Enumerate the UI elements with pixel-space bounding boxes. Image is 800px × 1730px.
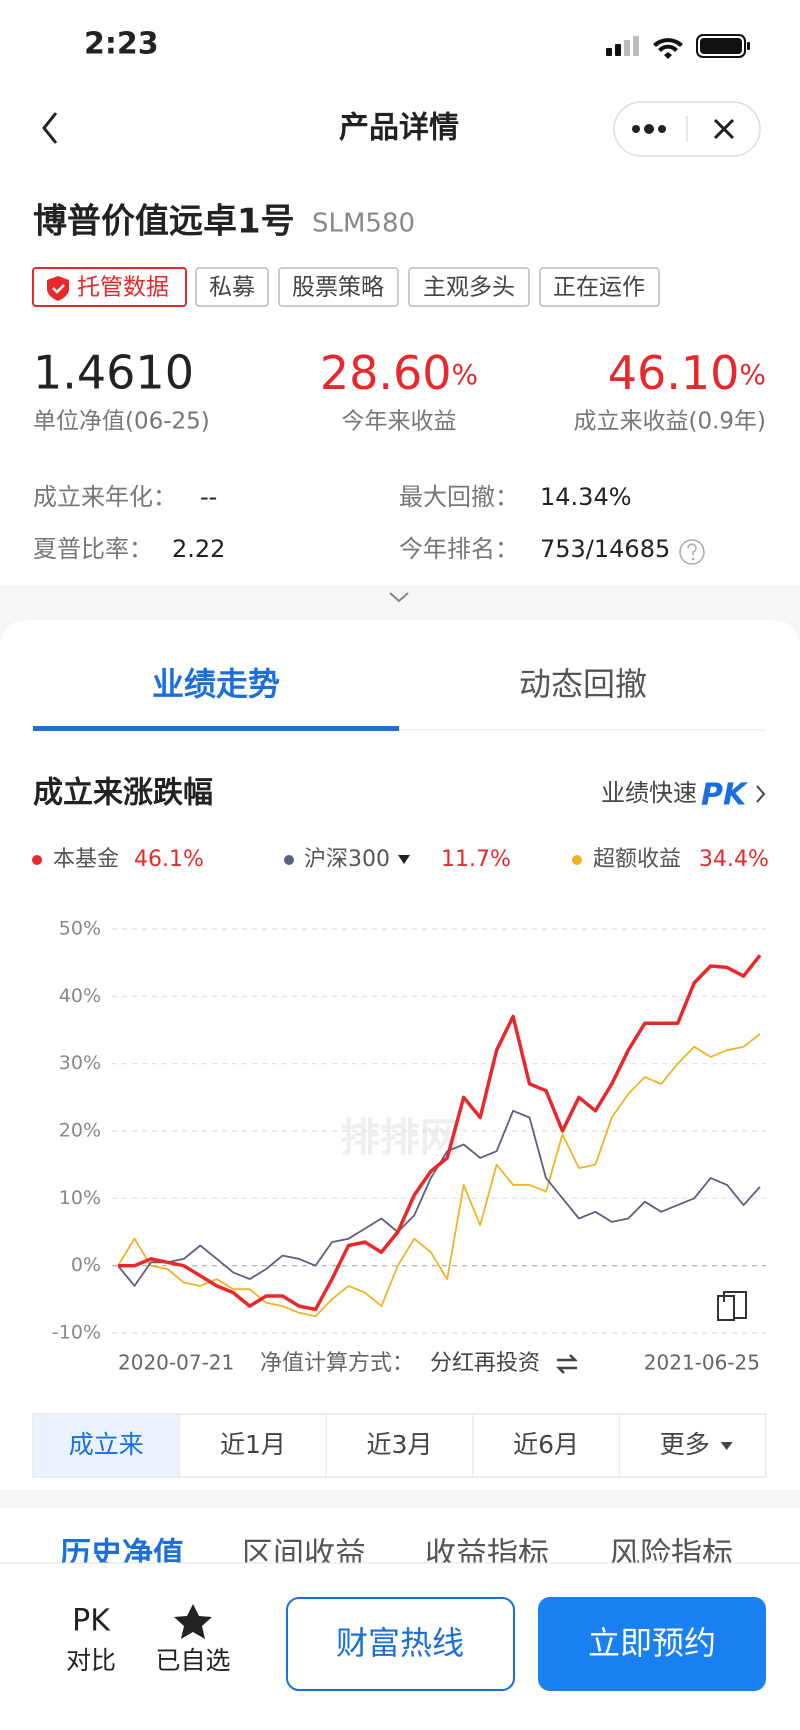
reserve-button[interactable]: [538, 1597, 766, 1691]
stat-value: 753/14685: [540, 535, 670, 563]
metric-value: 46.10: [608, 346, 740, 400]
series-line: [118, 954, 762, 1312]
legend-name: 沪深300: [304, 847, 390, 872]
status-icons: [606, 34, 750, 59]
tag-box: [539, 267, 660, 307]
pk-link[interactable]: 业绩快速: [601, 779, 697, 807]
tag: 私募: [209, 275, 255, 301]
metric-group: 28.60%: [320, 346, 478, 400]
legend-dot: [284, 855, 294, 865]
period-tab[interactable]: 近1月: [220, 1430, 286, 1459]
y-tick-label: 20%: [59, 1120, 101, 1142]
star-icon[interactable]: [174, 1604, 212, 1639]
legend-name: 超额收益: [593, 847, 681, 872]
period-tab[interactable]: 近6月: [513, 1430, 579, 1459]
tag-box: [278, 267, 399, 307]
tag: 股票策略: [292, 275, 384, 301]
stat-label: 今年排名：: [399, 535, 519, 563]
status-time: 2:23: [84, 27, 159, 62]
y-tick-label: 30%: [59, 1052, 101, 1074]
compare-label[interactable]: 对比: [66, 1646, 116, 1675]
watch-label[interactable]: 已自选: [155, 1646, 230, 1675]
tag: 托管数据: [77, 275, 169, 301]
tag-box: [195, 267, 269, 307]
copy-icon[interactable]: [717, 1291, 747, 1321]
stat-value: 2.22: [172, 535, 225, 563]
pk-chevron[interactable]: [756, 785, 766, 803]
hotline-label[interactable]: 财富热线: [336, 1624, 464, 1662]
legend-value: 11.7%: [441, 847, 511, 872]
tab[interactable]: 动态回撤: [519, 665, 647, 703]
swap-icon[interactable]: [555, 1354, 579, 1374]
fund-code: SLM580: [312, 209, 415, 239]
tag: 主观多头: [423, 275, 515, 301]
series-line: [117, 1033, 761, 1318]
method-value[interactable]: 分红再投资: [430, 1351, 540, 1376]
nav-title: 产品详情: [339, 111, 459, 146]
pk-badge[interactable]: PK: [701, 778, 749, 813]
legend-dot: [32, 855, 42, 865]
watermark: 排排网: [340, 1115, 460, 1161]
y-tick-label: 50%: [59, 918, 101, 940]
stat-label: 最大回撤：: [399, 483, 519, 511]
period-tab[interactable]: 成立来: [69, 1430, 144, 1459]
card: [0, 620, 800, 1650]
shield-icon: [47, 276, 69, 301]
metric-group: 46.10%: [608, 346, 766, 400]
tab-active[interactable]: 业绩走势: [152, 665, 280, 703]
hotline-button[interactable]: [286, 1597, 515, 1691]
fund-name: 博普价值远卓1号: [33, 202, 295, 242]
reserve-label[interactable]: 立即预约: [588, 1624, 716, 1662]
stat-value: --: [200, 483, 217, 511]
legend-dropdown[interactable]: [398, 855, 410, 864]
period-tab[interactable]: 更多: [660, 1430, 710, 1459]
shield-check: [52, 284, 65, 294]
legend-dot: [572, 855, 582, 865]
metric-unit: %: [739, 358, 766, 391]
y-tick-label: 0%: [71, 1254, 101, 1276]
stat-label: 成立来年化：: [33, 483, 177, 511]
stat-value: 14.34%: [540, 483, 632, 511]
expand-chevron[interactable]: [389, 592, 409, 603]
page-bg: [0, 1490, 800, 1508]
compare-icon[interactable]: PK: [72, 1604, 111, 1639]
x-tick-label: 2021-06-25: [644, 1351, 760, 1375]
metric-label: 成立来收益(0.9年): [573, 409, 766, 435]
more-button[interactable]: [632, 124, 666, 134]
metric-value: 28.60: [320, 346, 452, 400]
tab-indicator: [33, 726, 399, 731]
method-label: 净值计算方式：: [260, 1351, 414, 1376]
period-active-bg: [34, 1415, 179, 1476]
metric-label: 今年来收益: [342, 409, 457, 435]
metric-unit: %: [452, 358, 479, 391]
period-tab[interactable]: 近3月: [367, 1430, 433, 1459]
x-tick-label: 2020-07-21: [118, 1351, 234, 1375]
stat-label: 夏普比率：: [33, 535, 153, 563]
close-button[interactable]: [713, 118, 735, 140]
tag-box: [32, 267, 187, 307]
section-title: 成立来涨跌幅: [33, 776, 213, 811]
legend-value: 34.4%: [699, 847, 769, 872]
tag-box: [408, 267, 530, 307]
legend-value: 46.1%: [134, 847, 204, 872]
tag: 正在运作: [553, 275, 645, 301]
back-button[interactable]: [42, 112, 58, 144]
dropdown-icon[interactable]: [720, 1442, 733, 1450]
y-tick-label: -10%: [52, 1322, 101, 1344]
legend-name: 本基金: [53, 847, 119, 872]
y-tick-label: 40%: [59, 985, 101, 1007]
y-tick-label: 10%: [59, 1187, 101, 1209]
help-icon[interactable]: [679, 539, 705, 565]
metric-value: 1.4610: [33, 346, 194, 400]
metric-label: 单位净值(06-25): [33, 409, 210, 435]
